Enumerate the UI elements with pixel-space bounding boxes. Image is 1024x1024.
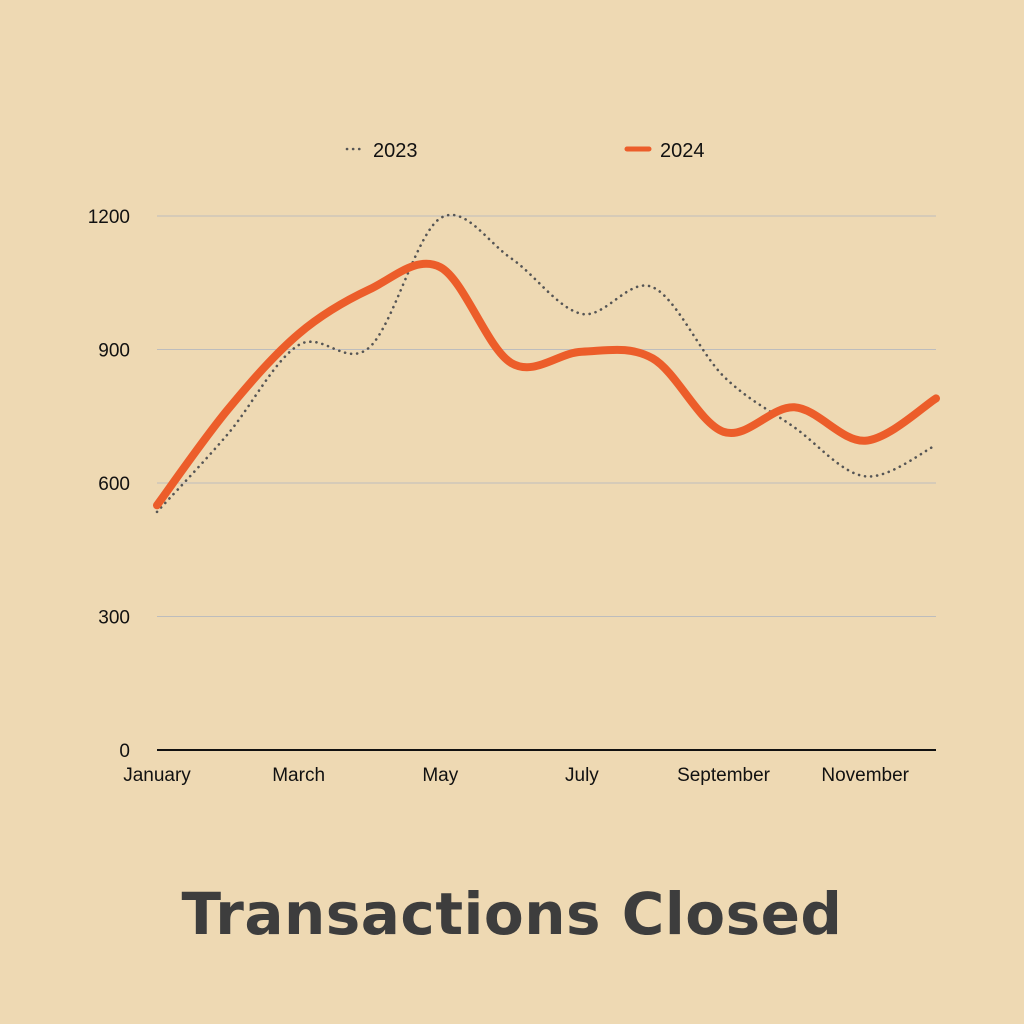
data-point-2023-july <box>578 310 586 318</box>
data-point-2023-may <box>436 214 444 222</box>
data-point-2023-march <box>295 341 303 349</box>
legend-label: 2024 <box>660 140 705 162</box>
data-point-2024-august <box>649 354 657 362</box>
legend-item-2024: 2024 <box>624 140 705 162</box>
data-point-2024-november <box>861 437 869 445</box>
data-point-2024-december <box>932 394 940 402</box>
series-line-2023 <box>155 213 938 514</box>
data-point-2023-april <box>365 343 373 351</box>
data-point-2024-april <box>365 285 373 293</box>
y-tick-label: 900 <box>98 341 130 362</box>
data-point-2023-november <box>861 472 869 480</box>
data-point-2023-june <box>507 254 515 262</box>
x-tick-label: March <box>272 765 325 786</box>
data-point-2023-february <box>224 430 232 438</box>
axes: 0 300 600 900 1200 January March May July Septemb… <box>88 207 936 786</box>
x-tick-label: November <box>821 765 909 786</box>
data-point-2024-october <box>790 403 798 411</box>
x-tick-label: July <box>565 765 599 786</box>
data-point-2023-october <box>790 423 798 431</box>
data-point-2024-september <box>720 428 728 436</box>
data-point-2024-may <box>436 263 444 271</box>
data-point-2024-july <box>578 348 586 356</box>
y-tick-label: 0 <box>119 741 130 762</box>
series-lines <box>153 213 940 514</box>
y-tick-label: 1200 <box>88 207 130 228</box>
legend-item-2023: 2023 <box>345 140 418 162</box>
data-point-2023-september <box>720 372 728 380</box>
data-point-2024-march <box>295 330 303 338</box>
y-tick-label: 600 <box>98 474 130 495</box>
legend-label: 2023 <box>373 140 418 162</box>
data-point-2024-february <box>224 406 232 414</box>
data-point-2023-december <box>932 441 940 449</box>
x-tick-label: September <box>677 765 771 786</box>
data-point-2023-august <box>649 283 657 291</box>
data-point-2024-january <box>153 501 161 509</box>
y-tick-label: 300 <box>98 608 130 629</box>
legend: 2023 2024 <box>345 140 705 162</box>
series-line-2024 <box>153 259 940 510</box>
x-tick-label: May <box>422 765 458 786</box>
chart-title: Transactions Closed <box>181 880 843 948</box>
x-tick-label: January <box>123 765 191 786</box>
data-point-2024-june <box>507 359 515 367</box>
